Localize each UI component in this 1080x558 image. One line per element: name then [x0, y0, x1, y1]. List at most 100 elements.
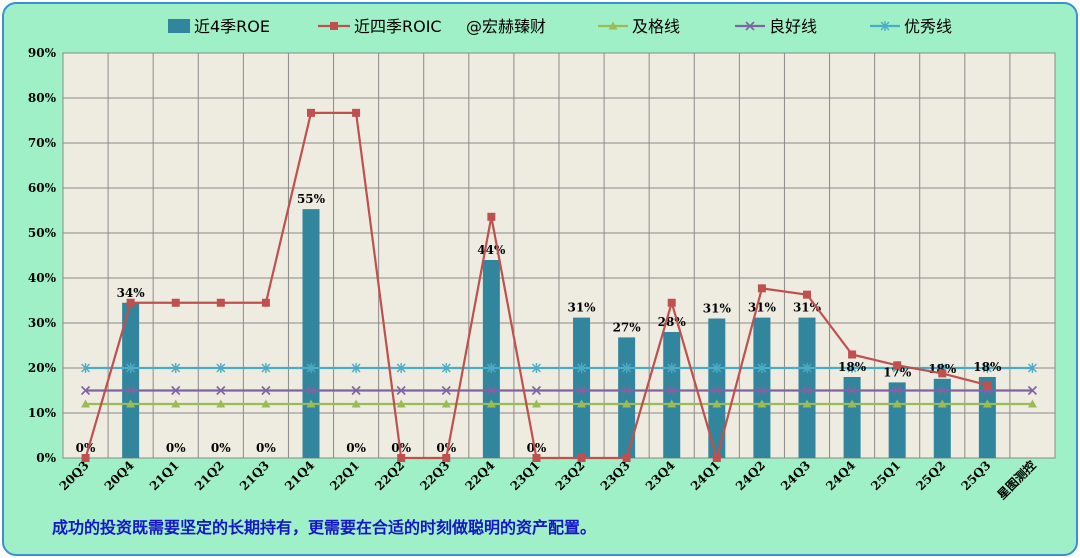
excellent-line-marker: [81, 363, 91, 373]
roic-marker: [261, 298, 270, 307]
excellent-line-marker: [847, 363, 857, 373]
good-line-marker: [486, 385, 496, 396]
roic-marker: [81, 454, 90, 462]
pass-line-marker: [486, 399, 496, 408]
roe-data-label: 31%: [703, 302, 732, 316]
x-tick-label: 23Q4: [643, 458, 678, 493]
roic-marker: [397, 454, 406, 462]
x-tick-label: 23Q2: [553, 458, 588, 493]
y-tick-label: 30%: [28, 316, 57, 330]
legend-roic-marker: [330, 22, 338, 30]
pass-line-marker: [306, 399, 316, 408]
good-line-marker: [622, 385, 632, 396]
x-tick-label: 22Q4: [462, 458, 497, 493]
excellent-line-marker: [486, 363, 496, 373]
pass-line-marker: [261, 399, 271, 408]
roic-marker: [442, 454, 451, 462]
good-line-marker: [351, 385, 361, 396]
roic-marker: [848, 350, 857, 359]
roic-marker: [487, 212, 496, 221]
x-tick-label: 23Q3: [598, 458, 633, 493]
legend-roe-label: 近4季ROE: [194, 17, 270, 36]
excellent-line-marker: [171, 363, 181, 373]
x-tick-label: 25Q1: [868, 458, 903, 493]
pass-line-marker: [847, 399, 857, 408]
roe-bar: [573, 317, 591, 458]
pass-line-marker: [577, 399, 587, 408]
good-line-marker: [757, 385, 767, 396]
good-line-marker: [441, 385, 451, 396]
roe-data-label: 17%: [883, 365, 912, 379]
footer-caption: 成功的投资既需要坚定的长期持有，更需要在合适的时刻做聪明的资产配置。: [52, 518, 597, 537]
x-tick-label: 22Q2: [372, 458, 407, 493]
excellent-line-marker: [757, 363, 767, 373]
good-line-marker: [80, 385, 91, 396]
pass-line-marker: [712, 399, 722, 408]
roe-data-label: 0%: [166, 441, 186, 455]
roic-marker: [307, 108, 315, 117]
y-tick-label: 20%: [28, 361, 57, 375]
good-line-legend-label: 良好线: [769, 17, 817, 36]
roe-bar: [663, 332, 681, 458]
pass-line-marker: [171, 399, 181, 408]
x-tick-label: 21Q3: [237, 458, 272, 493]
roe-bar: [753, 317, 771, 458]
roic-marker: [352, 108, 361, 117]
x-tick-label: 20Q3: [57, 458, 92, 493]
y-tick-label: 60%: [28, 181, 57, 195]
excellent-line-marker-legend: [880, 21, 890, 31]
excellent-line-marker: [1027, 363, 1037, 373]
x-tick-label: 25Q3: [958, 458, 993, 493]
y-tick-label: 40%: [28, 271, 57, 285]
pass-line-marker-legend: [608, 21, 618, 30]
roe-data-label: 0%: [76, 441, 96, 455]
good-line-marker: [576, 385, 587, 396]
good-line-marker: [396, 385, 406, 396]
pass-line-marker: [531, 399, 541, 408]
good-line-marker: [261, 385, 271, 396]
good-line-marker: [306, 385, 316, 396]
x-tick-label: 24Q3: [778, 458, 813, 493]
x-tick-label: 22Q3: [417, 458, 452, 493]
roe-data-label: 31%: [567, 301, 596, 315]
roic-marker: [667, 298, 676, 307]
roe-data-label: 31%: [748, 301, 777, 315]
excellent-line-marker: [577, 363, 587, 373]
roe-data-label: 18%: [838, 360, 867, 374]
excellent-line-marker: [531, 363, 541, 373]
roe-data-label: 28%: [658, 315, 687, 329]
x-tick-label: 20Q4: [102, 458, 137, 493]
roe-bar: [122, 302, 140, 458]
pass-line-marker: [126, 399, 136, 408]
roe-data-label: 0%: [436, 441, 456, 455]
roic-marker: [803, 290, 811, 299]
legend-watermark-text: @宏赫臻财: [466, 17, 546, 36]
good-line-marker: [171, 385, 181, 396]
excellent-line-marker: [712, 363, 722, 373]
good-line-marker: [847, 385, 857, 396]
good-line-marker: [126, 385, 136, 396]
y-tick-label: 10%: [28, 406, 57, 420]
y-tick-label: 0%: [36, 451, 56, 465]
pass-line-marker: [892, 399, 902, 408]
good-line-marker: [667, 385, 677, 396]
y-tick-label: 50%: [28, 226, 57, 240]
good-line-marker: [892, 385, 902, 396]
excellent-line-marker: [126, 363, 136, 373]
x-tick-label: 23Q1: [508, 458, 543, 493]
roic-marker: [757, 284, 766, 293]
roe-bar: [482, 260, 500, 458]
roe-bar: [888, 382, 906, 458]
roic-marker: [622, 454, 631, 462]
roe-bar: [302, 209, 320, 458]
legend-roe-swatch: [168, 19, 190, 33]
pass-line-marker: [81, 399, 91, 408]
excellent-line-marker: [216, 363, 226, 373]
roic-marker: [171, 298, 180, 307]
roe-data-label: 27%: [613, 320, 642, 334]
roe-data-label: 0%: [527, 441, 547, 455]
x-tick-label: 22Q1: [327, 458, 362, 493]
x-tick-label: 星图测控: [994, 458, 1039, 503]
x-tick-label: 24Q1: [688, 458, 723, 493]
